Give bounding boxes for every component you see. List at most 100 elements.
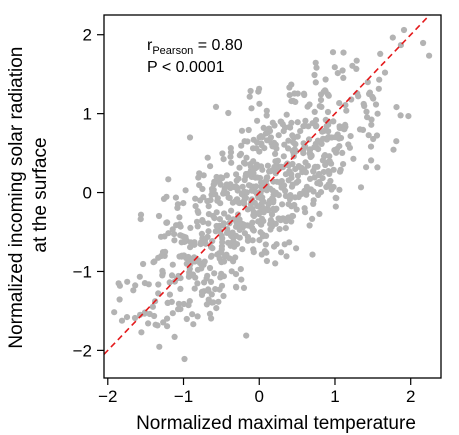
data-point — [242, 160, 249, 167]
data-point — [132, 282, 139, 289]
data-point — [286, 92, 293, 99]
data-point — [260, 198, 267, 205]
data-point — [230, 237, 237, 245]
data-point — [311, 71, 318, 79]
data-point — [304, 162, 311, 169]
data-point — [226, 255, 233, 262]
data-point — [405, 113, 412, 120]
data-point — [340, 49, 347, 56]
data-point — [182, 238, 189, 245]
data-point — [223, 181, 230, 188]
data-point — [258, 221, 265, 228]
data-point — [334, 131, 341, 138]
data-point — [256, 174, 264, 182]
data-point — [185, 302, 192, 309]
data-point — [271, 163, 278, 171]
data-point — [390, 146, 397, 153]
data-point — [283, 111, 290, 118]
x-tick-label: −1 — [174, 387, 193, 406]
data-point — [267, 226, 274, 233]
y-axis-label-line-1: Normalized incoming solar radiation — [6, 47, 27, 349]
data-point — [225, 109, 232, 117]
data-point — [245, 182, 253, 189]
data-point — [312, 163, 319, 170]
data-point — [262, 241, 269, 248]
data-point — [203, 301, 210, 308]
data-point — [195, 174, 202, 181]
data-point — [228, 159, 235, 166]
data-point — [372, 101, 380, 108]
data-point — [190, 321, 197, 328]
data-point — [267, 134, 274, 141]
data-point — [232, 198, 239, 205]
plot-frame — [103, 14, 442, 379]
data-point — [207, 278, 215, 285]
data-point — [214, 197, 221, 204]
data-point — [370, 135, 377, 143]
data-point — [189, 311, 196, 318]
data-point — [289, 212, 296, 220]
data-point — [211, 215, 218, 222]
data-point — [302, 117, 309, 124]
data-point — [166, 291, 173, 298]
data-point — [297, 128, 304, 135]
data-point — [238, 142, 245, 149]
data-point — [221, 188, 228, 195]
data-point — [116, 282, 123, 289]
y-axis-label-line-2: at the surface — [30, 137, 51, 252]
data-point — [294, 90, 301, 97]
data-point — [280, 128, 287, 135]
data-point — [231, 243, 238, 250]
data-point — [111, 309, 118, 316]
data-point — [180, 200, 187, 207]
data-point — [381, 69, 389, 76]
data-point — [295, 178, 302, 185]
y-axis-ticks: −2 −1 0 1 2 — [73, 26, 104, 360]
data-point — [321, 152, 329, 159]
data-point — [137, 216, 144, 223]
data-point — [363, 108, 370, 115]
data-point — [180, 233, 187, 240]
data-point — [263, 112, 270, 119]
data-point — [174, 201, 181, 208]
data-point — [240, 197, 248, 204]
data-point — [285, 145, 292, 152]
data-point — [205, 220, 212, 227]
data-point — [426, 52, 433, 59]
data-point — [194, 223, 201, 230]
data-point — [294, 172, 301, 179]
data-point — [249, 226, 257, 233]
data-point — [285, 137, 292, 144]
data-point — [276, 226, 283, 233]
data-point — [172, 194, 179, 201]
data-point — [225, 239, 232, 246]
data-point — [145, 320, 152, 327]
data-point — [264, 174, 271, 181]
data-point — [265, 207, 272, 214]
data-point — [175, 306, 182, 313]
data-point — [194, 313, 201, 320]
points-layer — [111, 26, 433, 363]
data-point — [201, 279, 208, 286]
data-point — [289, 132, 296, 139]
data-point — [186, 256, 193, 263]
data-point — [286, 124, 293, 131]
data-point — [345, 141, 352, 148]
data-point — [232, 254, 239, 261]
data-point — [205, 211, 212, 218]
data-point — [192, 195, 199, 202]
data-point — [363, 164, 370, 171]
data-point — [212, 103, 220, 110]
data-point — [301, 91, 308, 99]
data-point — [216, 216, 223, 223]
data-point — [163, 219, 170, 226]
data-point — [206, 264, 214, 272]
data-point — [155, 212, 163, 220]
data-point — [330, 118, 337, 125]
data-point — [221, 210, 228, 217]
data-point — [254, 117, 261, 124]
data-point — [253, 183, 260, 190]
data-point — [272, 260, 279, 267]
data-point — [268, 211, 276, 218]
data-point — [201, 258, 208, 265]
